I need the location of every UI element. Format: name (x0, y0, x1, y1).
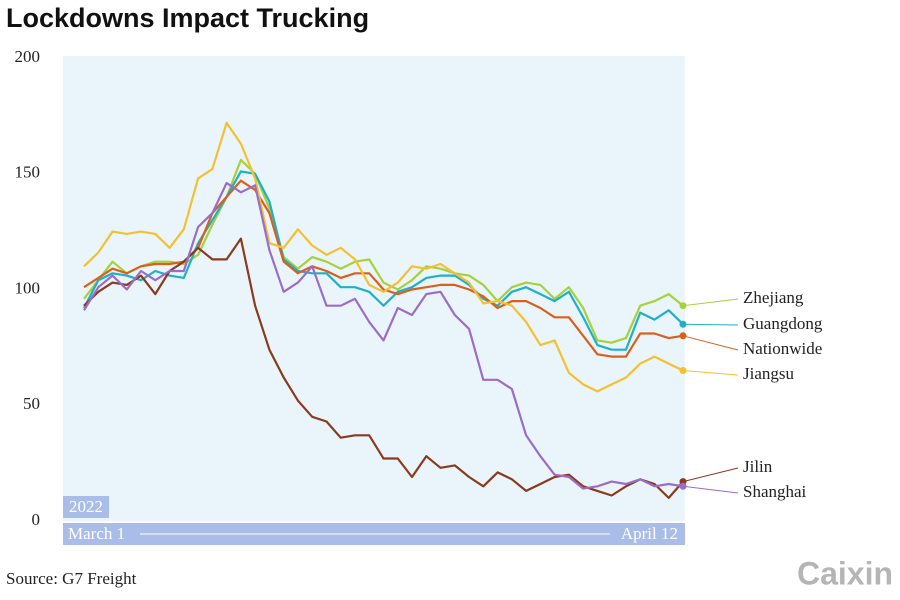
legend-label: Nationwide (743, 339, 822, 358)
source: Source: G7 Freight (6, 569, 137, 588)
end-point (679, 302, 687, 310)
end-point (679, 320, 687, 328)
legend-label: Shanghai (743, 482, 807, 501)
series-line (83, 158, 684, 344)
x-tick-label: March 1 (68, 524, 125, 543)
year-box (63, 496, 109, 518)
legend-leader (682, 467, 739, 483)
legend-label: Jiangsu (743, 364, 795, 383)
legend-leader (682, 298, 739, 307)
legend-label: Zhejiang (743, 288, 804, 307)
y-tick-label: 200 (15, 47, 41, 66)
legend-leader (682, 323, 739, 326)
end-point (679, 367, 687, 375)
y-tick-label: 50 (23, 394, 40, 413)
chart-title: Lockdowns Impact Trucking (6, 3, 369, 33)
brand-logo: Caixin (797, 555, 893, 591)
end-point (679, 482, 687, 490)
legend-leader (682, 335, 739, 351)
y-tick-label: 100 (15, 278, 41, 297)
legend-leader (682, 370, 739, 376)
legend-label: Jilin (743, 457, 773, 476)
year-label: 2022 (69, 497, 103, 516)
legend-leader (682, 485, 739, 494)
series-line (83, 170, 684, 351)
series-line (83, 237, 684, 499)
x-tick-label: April 12 (621, 524, 678, 543)
y-tick-label: 0 (32, 510, 41, 529)
y-tick-label: 150 (15, 163, 41, 182)
series-line (83, 121, 684, 393)
plot-background (63, 56, 685, 521)
series-line (83, 181, 684, 490)
end-point (679, 332, 687, 340)
legend-label: Guangdong (743, 314, 823, 333)
